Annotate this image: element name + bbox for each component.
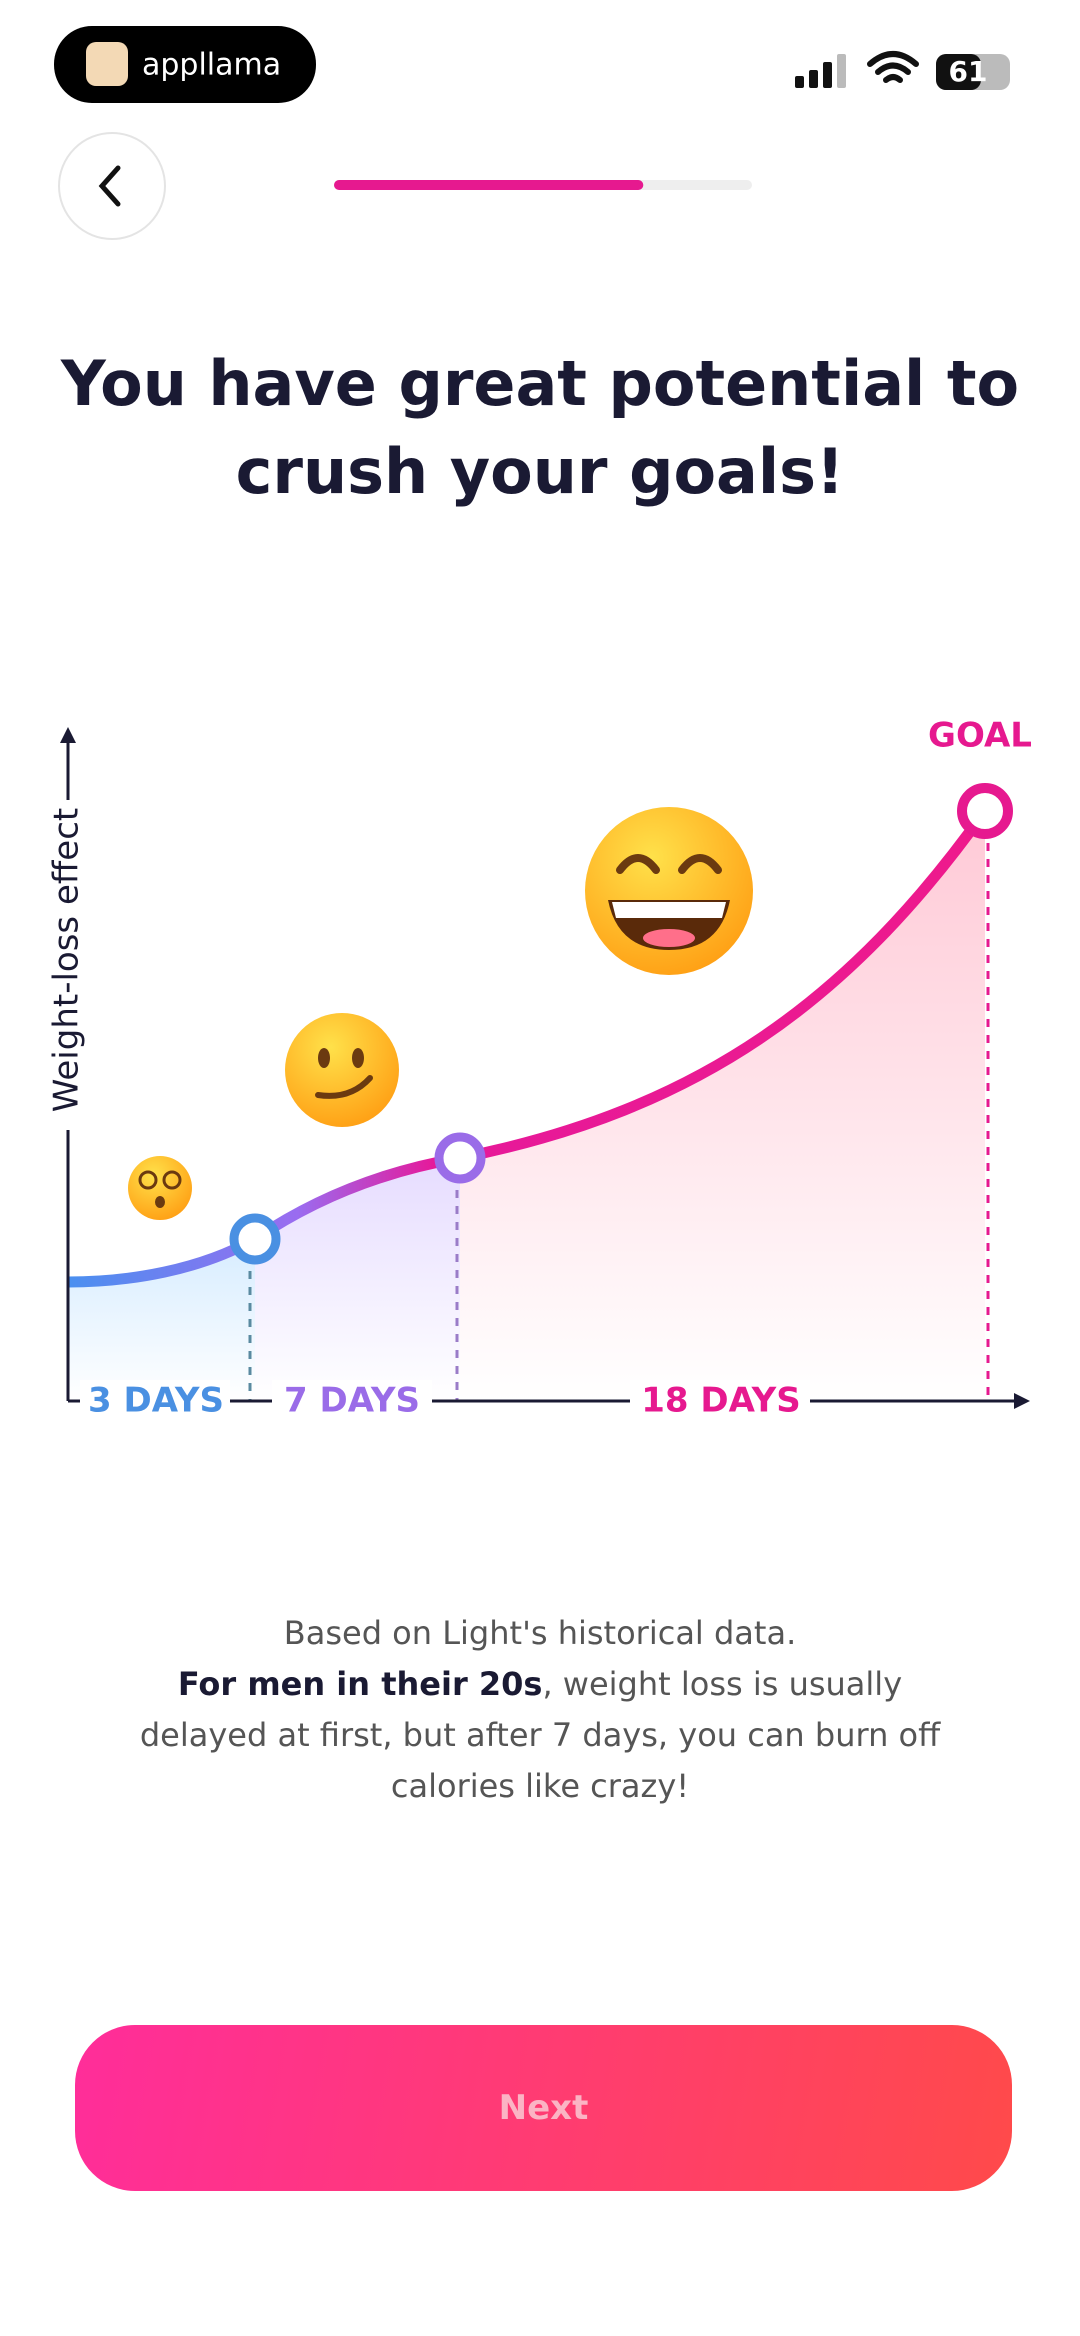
next-button[interactable]: Next: [75, 2025, 1012, 2191]
battery-level: [936, 54, 981, 90]
curve: [67, 807, 990, 1288]
x-arrow: [1014, 1393, 1030, 1409]
label-bg: [272, 1380, 432, 1420]
dividers: [248, 811, 990, 1401]
label-bg: [40, 800, 96, 1130]
area-3: [460, 811, 985, 1401]
milestone: [434, 1132, 486, 1184]
back-icon: [98, 165, 121, 207]
milestone: [957, 783, 1013, 839]
description-body: For men in their 20s, weight loss is usu…: [120, 1659, 960, 1812]
progress-fill: [334, 180, 644, 190]
title: You have great potential to crush your g…: [0, 340, 1080, 516]
app-icon: [86, 42, 128, 86]
segment-label: 3 DAYS: [88, 1381, 224, 1421]
button-label: Next: [498, 2088, 589, 2128]
emoji-laugh: [585, 807, 753, 975]
y-axis-label: Weight-loss effect: [47, 808, 87, 1113]
area-2: [255, 1158, 460, 1401]
title-line: You have great potential to: [60, 347, 1020, 420]
label-bg: [630, 1380, 810, 1420]
description-line: Based on Light's historical data.: [283, 1614, 797, 1652]
goal-label: GOAL: [928, 716, 1032, 756]
description: Based on Light's historical data. For me…: [120, 1608, 960, 1812]
back-button[interactable]: [58, 132, 166, 240]
battery-text: 61: [949, 55, 988, 88]
label-bg: [80, 1380, 230, 1420]
app-name: appllama: [142, 48, 281, 83]
signal: [795, 54, 846, 88]
wifi: [867, 51, 919, 83]
segment-label: 18 DAYS: [641, 1381, 801, 1421]
milestone: [229, 1213, 281, 1265]
title-line: crush your goals!: [235, 435, 845, 508]
segment-label: 7 DAYS: [284, 1381, 420, 1421]
emoji-dizzy: [128, 1156, 192, 1220]
y-arrow: [60, 727, 76, 743]
description-bold: For men in their 20s: [177, 1665, 543, 1703]
description-rest: , weight loss is usually delayed at firs…: [139, 1665, 941, 1805]
area-1: [68, 1239, 255, 1401]
emoji-smile: [285, 1013, 399, 1127]
